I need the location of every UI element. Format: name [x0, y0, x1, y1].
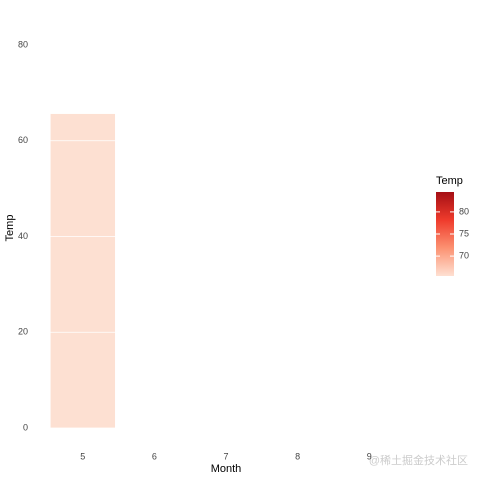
x-tick-label: 5 — [80, 451, 85, 461]
legend-tick-label: 70 — [459, 250, 469, 260]
y-tick-label: 40 — [18, 231, 28, 241]
legend-title: Temp — [436, 175, 463, 187]
x-tick-label: 9 — [367, 451, 372, 461]
y-tick-label: 60 — [18, 135, 28, 145]
x-tick-label: 6 — [152, 451, 157, 461]
legend-tick-label: 75 — [459, 228, 469, 238]
x-axis-title: Month — [211, 463, 242, 475]
bar — [50, 113, 116, 428]
y-tick-label: 80 — [18, 39, 28, 49]
colorbar — [436, 192, 454, 276]
y-axis-title: Temp — [4, 215, 16, 242]
y-tick-label: 0 — [23, 422, 28, 432]
legend-tick-label: 80 — [459, 206, 469, 216]
x-tick-label: 8 — [295, 451, 300, 461]
x-tick-label: 7 — [223, 451, 228, 461]
watermark: @稀土掘金技术社区 — [369, 453, 468, 467]
y-tick-label: 20 — [18, 327, 28, 337]
